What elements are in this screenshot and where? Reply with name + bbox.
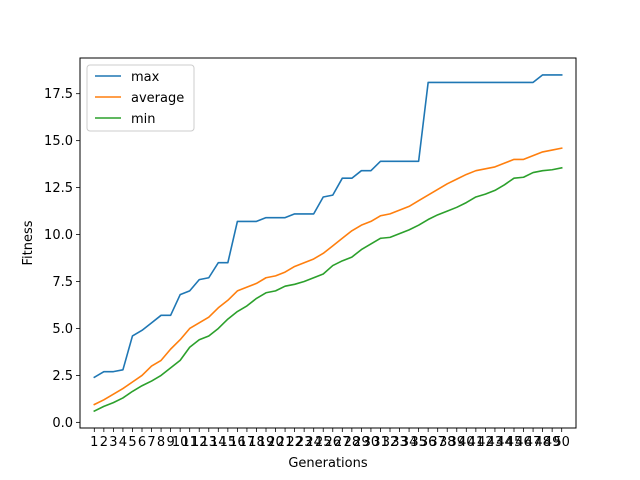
- x-tick-label: 35: [410, 435, 427, 450]
- x-tick-label: 2: [100, 435, 108, 450]
- x-tick-label: 41: [468, 435, 485, 450]
- x-tick-label: 50: [553, 435, 570, 450]
- x-tick-label: 30: [363, 435, 380, 450]
- legend: max average min: [86, 64, 195, 132]
- x-axis-label: Generations: [288, 456, 368, 471]
- series-line-max: [93, 74, 563, 379]
- x-tick-label: 33: [391, 435, 408, 450]
- x-tick-label: 16: [229, 435, 246, 450]
- x-tick-label: 40: [458, 435, 475, 450]
- x-tick-label: 19: [258, 435, 275, 450]
- legend-label-average: average: [131, 91, 184, 106]
- x-tick-label: 34: [401, 435, 418, 450]
- y-tick-label: 0.0: [52, 416, 73, 431]
- x-tick-label: 27: [334, 435, 351, 450]
- x-tick-label: 9: [166, 435, 174, 450]
- x-tick-label: 42: [477, 435, 494, 450]
- x-tick-label: 14: [210, 435, 227, 450]
- x-tick-label: 12: [191, 435, 208, 450]
- x-axis-ticks: 1 2 3 4 5 6 7 8 91011121314151617181920212223242…: [90, 428, 570, 450]
- x-tick-label: 8: [157, 435, 165, 450]
- x-tick-label: 4: [119, 435, 127, 450]
- y-axis-ticks: 0.0 2.5 5.0 7.5 10.0 12.5 15.0 17.5: [44, 87, 80, 431]
- x-tick-label: 5: [128, 435, 136, 450]
- x-tick-label: 10: [172, 435, 189, 450]
- series-line-average: [93, 147, 563, 406]
- x-tick-label: 28: [344, 435, 361, 450]
- y-tick-label: 17.5: [44, 87, 73, 102]
- x-tick-label: 49: [544, 435, 561, 450]
- x-tick-label: 44: [496, 435, 513, 450]
- x-tick-label: 29: [353, 435, 370, 450]
- x-tick-label: 3: [109, 435, 117, 450]
- legend-entries: max average min: [95, 70, 184, 127]
- x-tick-label: 46: [515, 435, 532, 450]
- x-tick-label: 45: [506, 435, 523, 450]
- x-tick-label: 25: [315, 435, 332, 450]
- y-tick-label: 2.5: [52, 369, 73, 384]
- series-line-min: [93, 166, 563, 413]
- y-axis-label: Fitness: [21, 220, 36, 265]
- x-tick-label: 1: [90, 435, 98, 450]
- x-tick-label: 11: [181, 435, 198, 450]
- x-tick-label: 7: [147, 435, 155, 450]
- plot-area-frame: [79, 57, 577, 429]
- x-tick-label: 37: [429, 435, 446, 450]
- x-tick-label: 6: [138, 435, 146, 450]
- x-tick-label: 22: [286, 435, 303, 450]
- x-tick-label: 13: [200, 435, 217, 450]
- y-tick-label: 7.5: [52, 275, 73, 290]
- x-tick-label: 38: [439, 435, 456, 450]
- y-tick-label: 10.0: [44, 228, 73, 243]
- x-tick-label: 21: [277, 435, 294, 450]
- x-tick-label: 26: [324, 435, 341, 450]
- x-tick-label: 43: [487, 435, 504, 450]
- y-tick-label: 12.5: [44, 181, 73, 196]
- x-tick-label: 31: [372, 435, 389, 450]
- x-tick-label: 18: [248, 435, 265, 450]
- x-tick-label: 47: [525, 435, 542, 450]
- x-tick-label: 48: [534, 435, 551, 450]
- x-tick-label: 39: [448, 435, 465, 450]
- y-tick-label: 5.0: [52, 322, 73, 337]
- x-tick-label: 20: [267, 435, 284, 450]
- x-tick-label: 17: [239, 435, 256, 450]
- legend-label-min: min: [131, 112, 156, 127]
- x-tick-label: 23: [296, 435, 313, 450]
- legend-label-max: max: [131, 70, 160, 85]
- x-tick-label: 24: [305, 435, 322, 450]
- legend-box: [86, 64, 195, 132]
- x-tick-label: 36: [420, 435, 437, 450]
- x-tick-label: 15: [220, 435, 237, 450]
- series-layer: [93, 74, 563, 413]
- x-tick-label: 32: [382, 435, 399, 450]
- y-tick-label: 15.0: [44, 134, 73, 149]
